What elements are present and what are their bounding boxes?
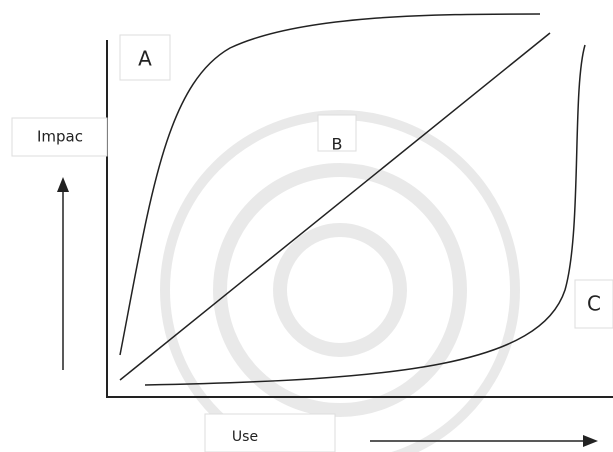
label-box-c — [574, 279, 613, 329]
y-arrowhead — [57, 177, 69, 192]
x-axis-label: Use — [232, 429, 258, 445]
label-box-b — [317, 114, 357, 152]
curve-c — [144, 44, 586, 386]
label-box-a — [119, 34, 171, 81]
line-b — [119, 32, 551, 381]
y-axis-label: Impac — [37, 128, 83, 146]
label-a: A — [138, 47, 152, 71]
label-box-x — [204, 413, 336, 452]
watermark — [160, 110, 520, 452]
label-c: C — [587, 292, 601, 316]
label-b: B — [332, 135, 343, 154]
curve-a — [119, 13, 541, 356]
x-arrowhead — [583, 435, 598, 447]
label-box-y — [11, 117, 108, 157]
